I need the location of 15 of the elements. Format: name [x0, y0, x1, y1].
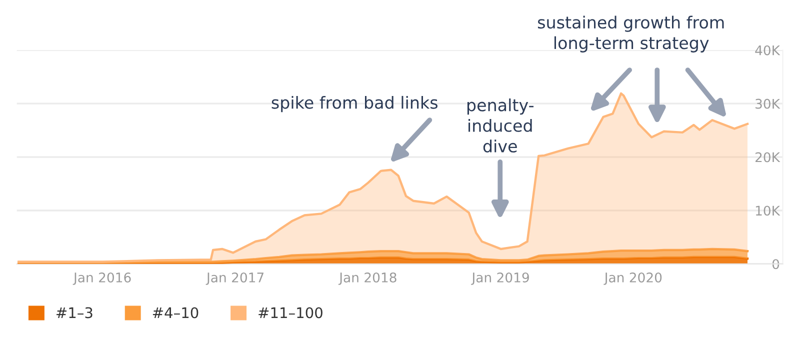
y-tick-label: 10K: [756, 206, 780, 216]
annotation: sustained growth from long-term strategy: [538, 16, 724, 52]
annotation: spike from bad links: [272, 96, 438, 112]
legend-label: #4–10: [152, 307, 198, 318]
x-tick-label: Jan 2019: [471, 272, 529, 285]
y-tick-label: 20K: [756, 152, 780, 162]
x-tick-label: Jan 2017: [206, 272, 264, 285]
x-tick-label: Jan 2018: [338, 272, 396, 285]
x-tick-label: Jan 2020: [604, 272, 662, 285]
legend-label: #1–3: [56, 307, 92, 318]
annotation: penalty- induced dive: [467, 98, 534, 152]
legend-label: #11–100: [258, 307, 322, 318]
y-tick-label: 40K: [755, 45, 780, 56]
x-tick-label: Jan 2016: [72, 272, 131, 285]
y-tick-label: 30K: [756, 98, 780, 109]
